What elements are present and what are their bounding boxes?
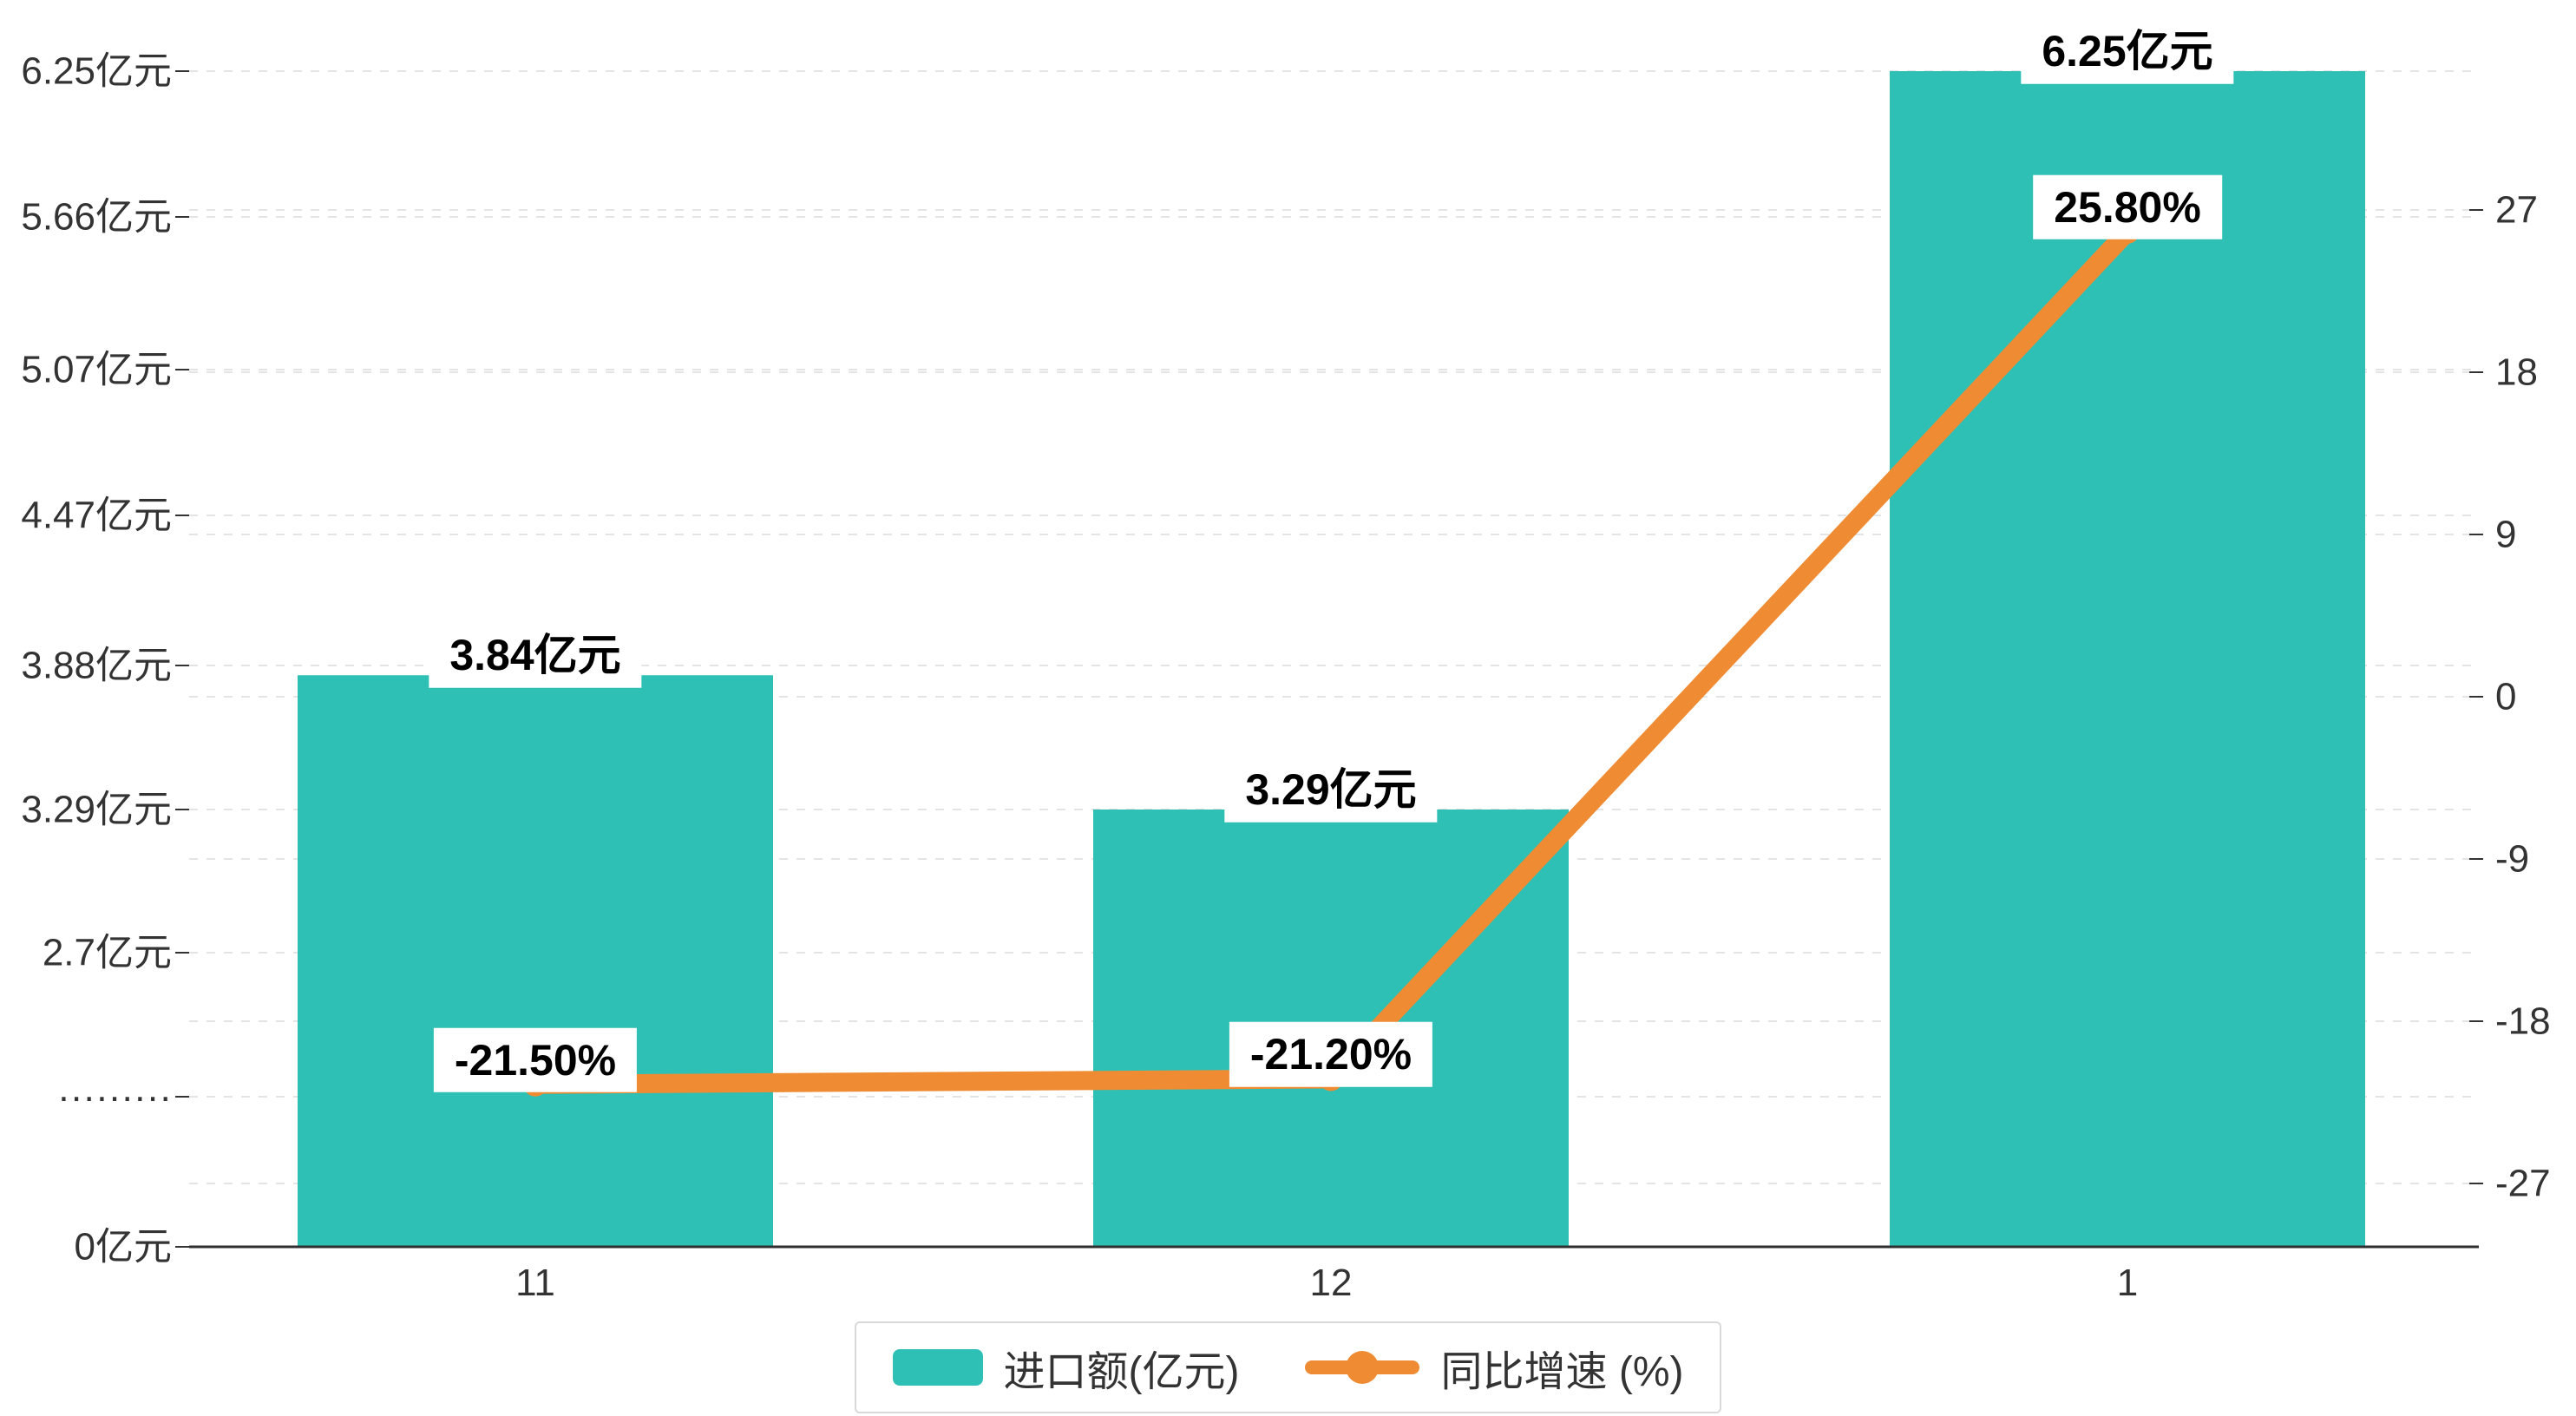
left-axis-label: 2.7亿元	[43, 932, 172, 974]
legend-label-growth-rate: 同比增速 (%)	[1440, 1349, 1684, 1395]
right-axis-label: -27	[2495, 1163, 2551, 1205]
x-axis-label: 12	[1310, 1262, 1353, 1304]
left-axis-label: ·········	[57, 1076, 172, 1118]
left-axis-label: 3.88亿元	[21, 645, 172, 687]
left-axis-label: 5.07亿元	[21, 349, 172, 391]
left-axis-label: 6.25亿元	[21, 50, 172, 93]
right-axis-label: -18	[2495, 1000, 2551, 1043]
import-value-bar[interactable]	[1093, 810, 1569, 1247]
x-axis-label: 11	[515, 1262, 555, 1304]
legend-label-import-value: 进口额(亿元)	[1003, 1349, 1240, 1395]
import-value-bar[interactable]	[1890, 71, 2365, 1247]
line-series-marker-icon	[1305, 1349, 1420, 1386]
right-axis-label: 0	[2495, 676, 2516, 718]
legend: 进口额(亿元) 同比增速 (%)	[854, 1321, 1722, 1413]
right-axis-label: 9	[2495, 514, 2516, 556]
import-value-bar[interactable]	[298, 675, 773, 1247]
line-point[interactable]	[1319, 1066, 1343, 1092]
left-axis-label: 0亿元	[75, 1226, 172, 1268]
legend-item-growth-rate[interactable]: 同比增速 (%)	[1305, 1337, 1683, 1398]
legend-item-import-value[interactable]: 进口额(亿元)	[892, 1337, 1240, 1398]
right-axis-label: 27	[2495, 189, 2538, 232]
x-axis-label: 1	[2117, 1262, 2138, 1304]
line-point[interactable]	[2115, 219, 2140, 244]
right-axis-label: 18	[2495, 351, 2538, 394]
line-point[interactable]	[523, 1072, 547, 1097]
left-axis-label: 3.29亿元	[21, 789, 172, 831]
left-axis-label: 4.47亿元	[21, 495, 172, 537]
right-axis-label: -9	[2495, 838, 2529, 881]
left-axis-label: 5.66亿元	[21, 196, 172, 239]
bar-series-swatch-icon	[892, 1349, 983, 1386]
